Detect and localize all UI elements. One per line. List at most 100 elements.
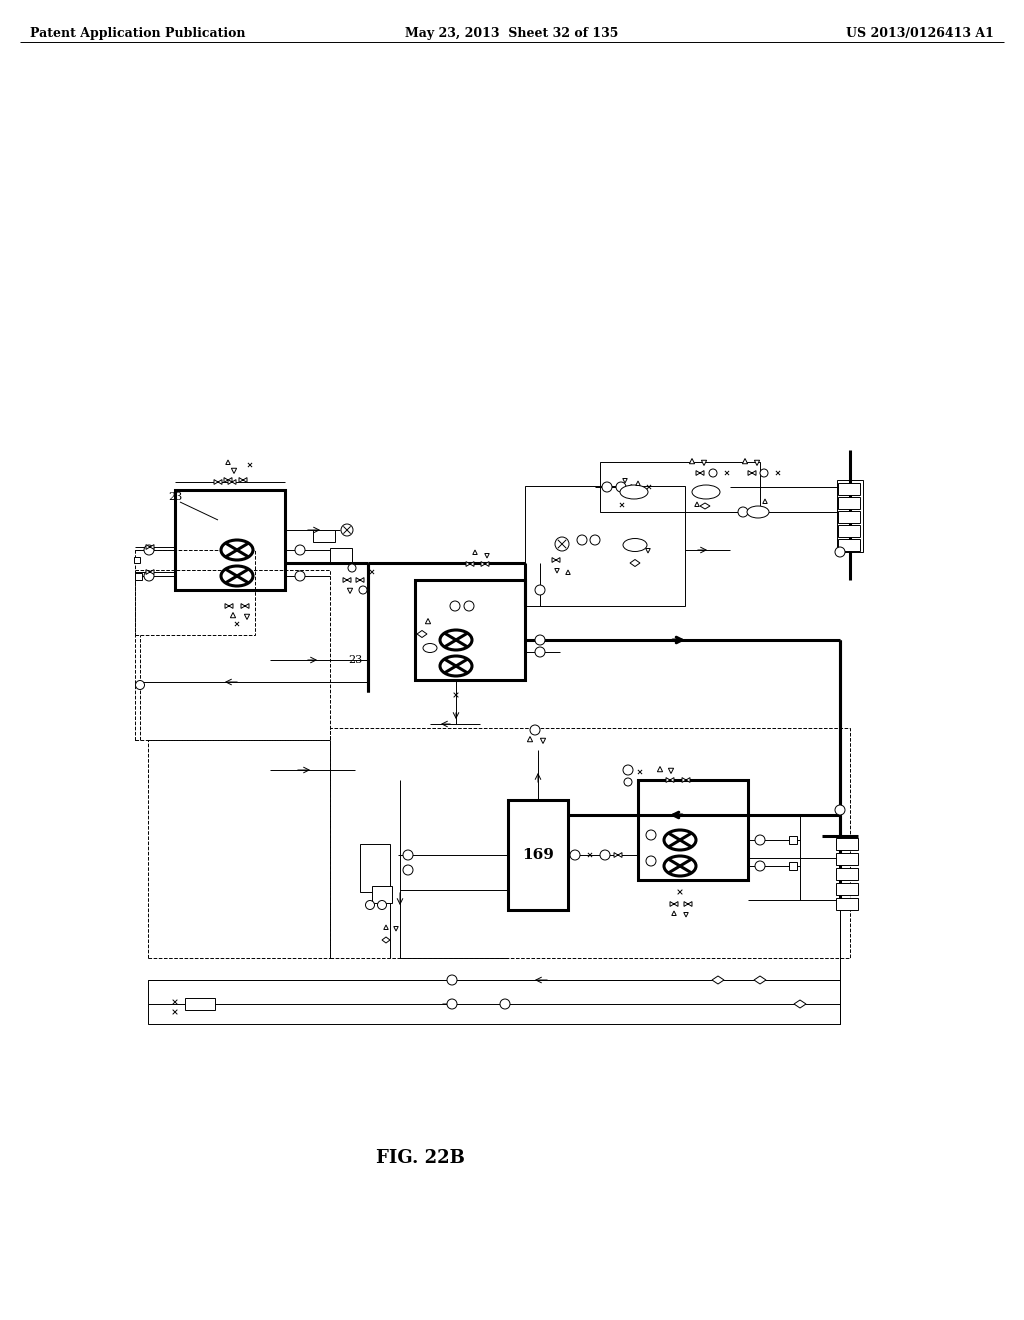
Circle shape xyxy=(366,900,375,909)
Bar xyxy=(836,853,858,865)
Polygon shape xyxy=(231,469,237,474)
Polygon shape xyxy=(245,614,250,619)
Circle shape xyxy=(295,545,305,554)
Polygon shape xyxy=(356,578,364,582)
Circle shape xyxy=(760,469,768,477)
Bar xyxy=(600,462,760,512)
Bar xyxy=(838,539,860,550)
Polygon shape xyxy=(763,499,767,503)
Ellipse shape xyxy=(221,540,253,560)
Circle shape xyxy=(144,545,154,554)
Polygon shape xyxy=(682,777,690,783)
Ellipse shape xyxy=(440,656,472,676)
Bar xyxy=(838,525,860,537)
Polygon shape xyxy=(694,502,699,507)
Bar xyxy=(836,883,858,895)
Polygon shape xyxy=(689,458,694,463)
Bar xyxy=(134,573,141,579)
Polygon shape xyxy=(696,471,705,475)
Bar xyxy=(838,511,860,523)
Circle shape xyxy=(570,850,580,861)
Circle shape xyxy=(464,601,474,611)
Circle shape xyxy=(555,537,569,550)
Bar xyxy=(135,570,330,741)
Text: 23: 23 xyxy=(168,492,182,502)
Polygon shape xyxy=(754,975,766,983)
Circle shape xyxy=(624,777,632,785)
Polygon shape xyxy=(230,612,236,618)
Bar xyxy=(148,979,840,1024)
Polygon shape xyxy=(214,479,222,484)
Circle shape xyxy=(530,725,540,735)
Ellipse shape xyxy=(664,830,696,850)
Text: Patent Application Publication: Patent Application Publication xyxy=(30,26,246,40)
Polygon shape xyxy=(748,471,756,475)
Bar xyxy=(313,531,335,543)
Bar xyxy=(330,729,850,958)
Bar xyxy=(134,557,140,564)
Bar xyxy=(360,843,390,892)
Polygon shape xyxy=(684,902,692,907)
Ellipse shape xyxy=(692,484,720,499)
Circle shape xyxy=(450,601,460,611)
Bar xyxy=(525,486,685,606)
Polygon shape xyxy=(466,561,474,566)
Text: May 23, 2013  Sheet 32 of 135: May 23, 2013 Sheet 32 of 135 xyxy=(406,26,618,40)
Bar xyxy=(836,898,858,909)
Polygon shape xyxy=(481,561,489,566)
Polygon shape xyxy=(742,458,748,463)
Polygon shape xyxy=(347,589,352,594)
Bar xyxy=(185,998,215,1010)
Polygon shape xyxy=(701,461,707,466)
Circle shape xyxy=(144,572,154,581)
Polygon shape xyxy=(228,479,236,484)
Bar xyxy=(638,780,748,880)
Bar xyxy=(175,490,285,590)
Polygon shape xyxy=(669,768,674,774)
Circle shape xyxy=(535,635,545,645)
Circle shape xyxy=(348,564,356,572)
Ellipse shape xyxy=(221,566,253,586)
Polygon shape xyxy=(239,478,247,482)
Circle shape xyxy=(755,861,765,871)
Polygon shape xyxy=(541,738,546,743)
Polygon shape xyxy=(225,603,233,609)
Polygon shape xyxy=(755,461,760,466)
Polygon shape xyxy=(670,902,678,907)
Polygon shape xyxy=(623,479,628,483)
Circle shape xyxy=(709,469,717,477)
Circle shape xyxy=(295,572,305,581)
Polygon shape xyxy=(241,603,249,609)
Polygon shape xyxy=(484,553,489,558)
Circle shape xyxy=(755,836,765,845)
Polygon shape xyxy=(473,550,477,554)
Circle shape xyxy=(535,647,545,657)
Bar xyxy=(836,838,858,850)
Polygon shape xyxy=(425,619,431,624)
Circle shape xyxy=(577,535,587,545)
Polygon shape xyxy=(684,912,688,917)
Circle shape xyxy=(616,482,626,492)
Bar xyxy=(838,498,860,510)
Polygon shape xyxy=(382,937,390,942)
Circle shape xyxy=(341,524,353,536)
Text: 23: 23 xyxy=(348,655,362,665)
Circle shape xyxy=(378,900,386,909)
Polygon shape xyxy=(555,569,559,573)
Polygon shape xyxy=(636,480,640,486)
Circle shape xyxy=(602,482,612,492)
Polygon shape xyxy=(631,484,639,490)
Polygon shape xyxy=(630,560,640,566)
Circle shape xyxy=(359,586,367,594)
Polygon shape xyxy=(646,549,650,553)
Polygon shape xyxy=(384,925,388,929)
Circle shape xyxy=(535,585,545,595)
Polygon shape xyxy=(146,545,154,549)
Bar xyxy=(415,579,525,680)
Ellipse shape xyxy=(746,506,769,517)
Polygon shape xyxy=(552,557,560,562)
Bar xyxy=(508,800,568,909)
Polygon shape xyxy=(700,503,710,510)
Text: FIG. 22B: FIG. 22B xyxy=(376,1148,465,1167)
Bar xyxy=(790,862,797,870)
